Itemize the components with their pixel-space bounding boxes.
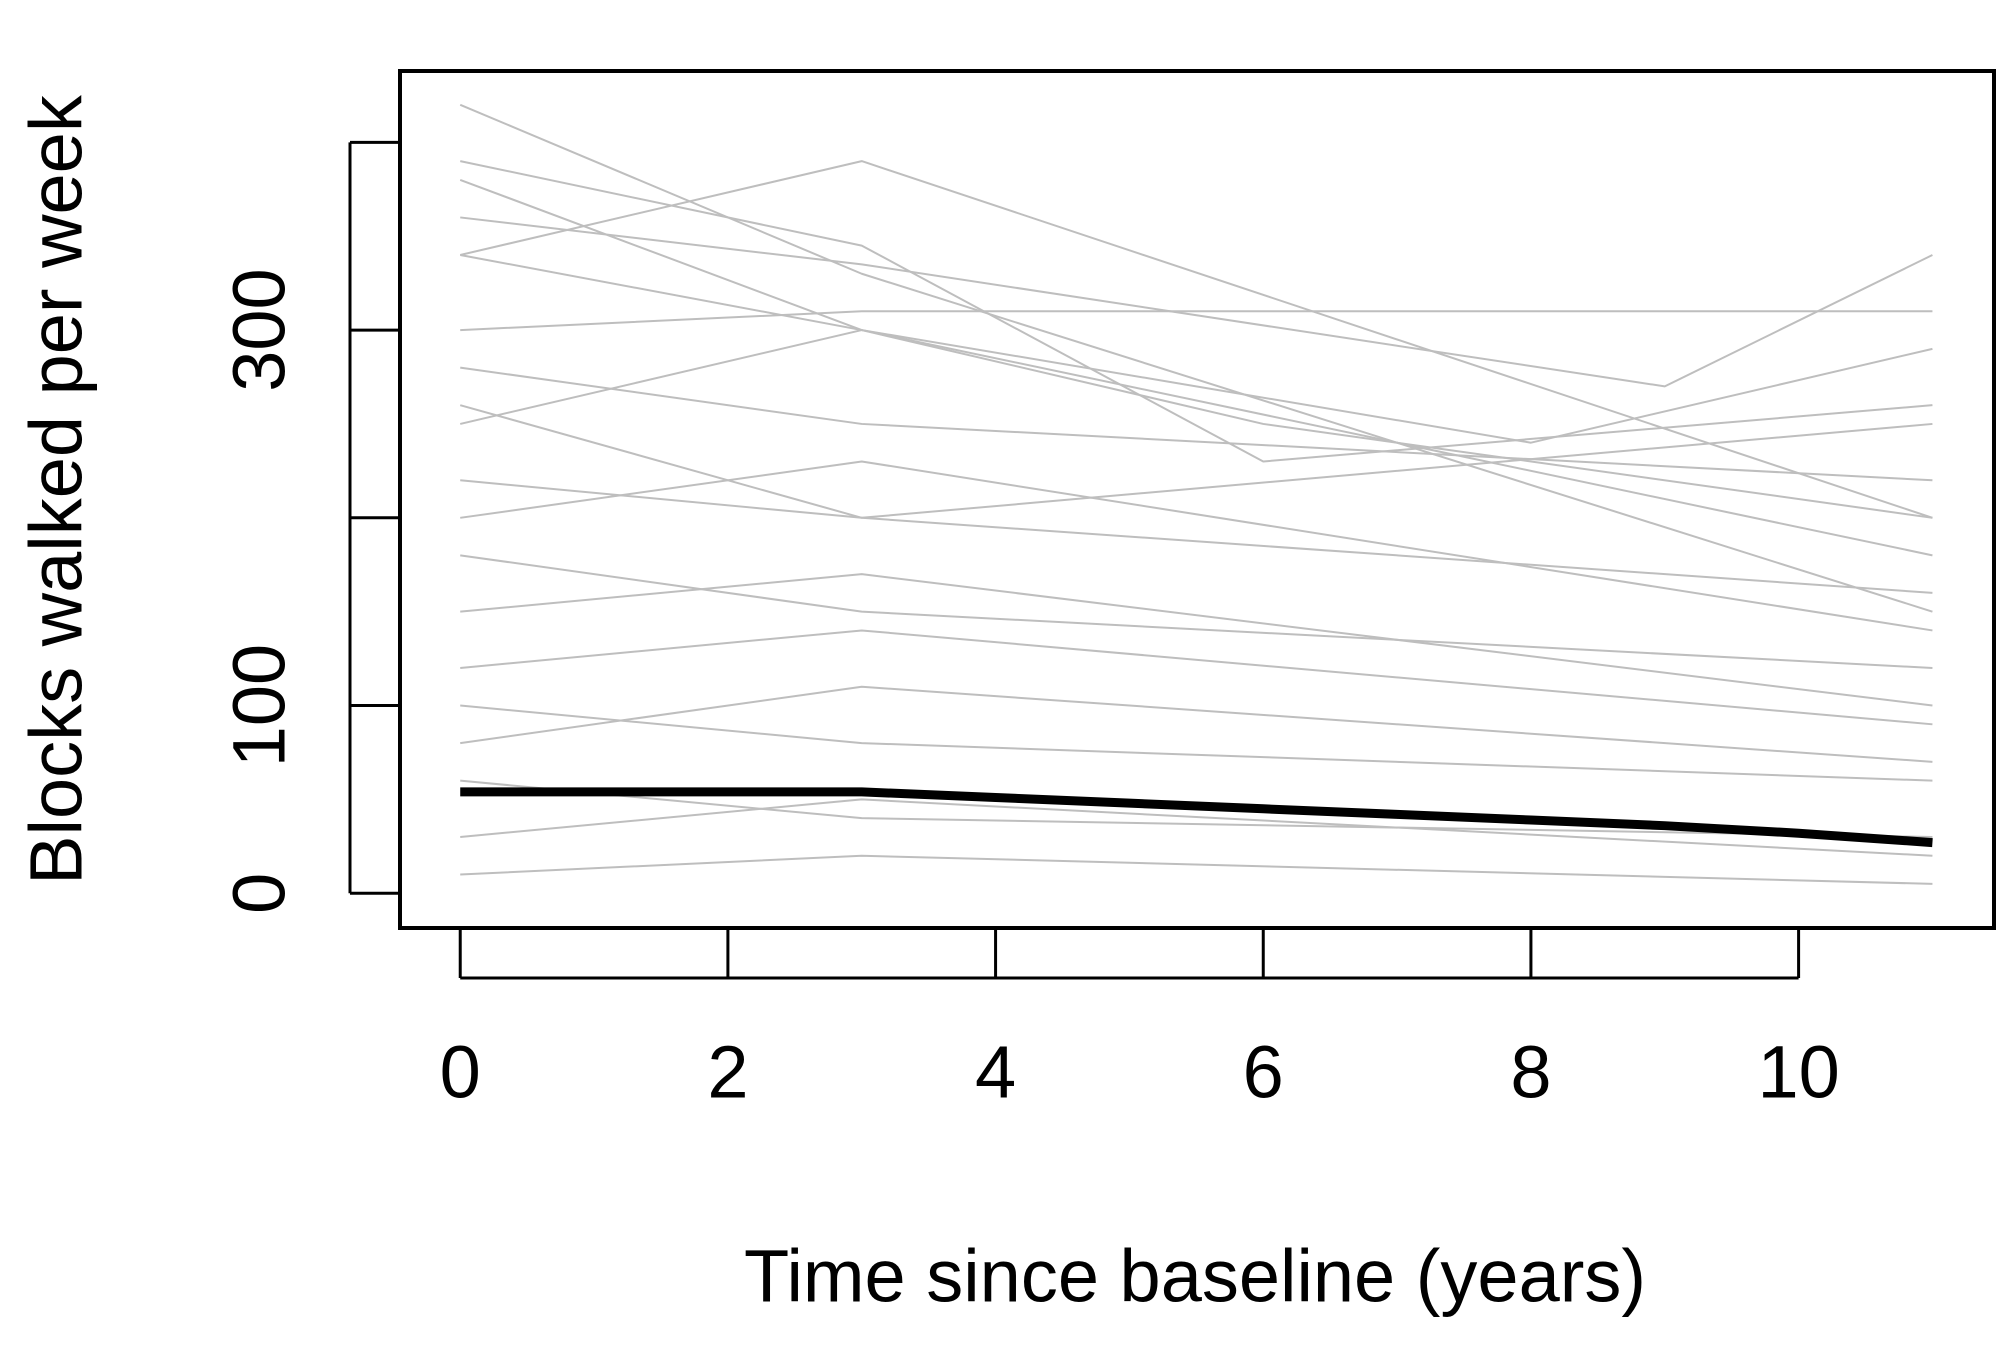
- y-tick-label: 300: [218, 268, 301, 391]
- trajectory: [460, 479, 1933, 594]
- trajectory: [460, 216, 1933, 388]
- y-tick-label: 0: [218, 873, 301, 914]
- trajectory: [460, 787, 1933, 848]
- trajectory: [460, 554, 1933, 669]
- trajectory: [459, 103, 1933, 613]
- x-tick-label: 2: [707, 1031, 748, 1114]
- trajectory: [459, 160, 1933, 519]
- trajectory: [460, 573, 1933, 707]
- x-axis-label: Time since baseline (years): [744, 1235, 1646, 1318]
- trajectory: [460, 629, 1933, 726]
- y-axis-label: Blocks walked per week: [15, 94, 98, 885]
- x-tick-label: 10: [1757, 1031, 1839, 1114]
- trajectory: [460, 160, 1933, 463]
- plot-frame: [398, 69, 1996, 930]
- trajectory: [459, 178, 1933, 444]
- trajectory: [460, 366, 1933, 482]
- trajectory: [459, 404, 1933, 519]
- trajectory: [460, 253, 1933, 519]
- trajectory: [460, 854, 1933, 885]
- x-tick-label: 0: [440, 1031, 481, 1114]
- trajectory: [460, 704, 1933, 782]
- x-tick-label: 6: [1243, 1031, 1284, 1114]
- trajectory: [460, 798, 1933, 857]
- x-tick-label: 8: [1510, 1031, 1551, 1114]
- trajectory: [460, 460, 1933, 632]
- trajectory: [460, 310, 1933, 332]
- x-tick-label: 4: [975, 1031, 1016, 1114]
- trajectory: [460, 685, 1933, 763]
- y-tick-label: 100: [218, 644, 301, 767]
